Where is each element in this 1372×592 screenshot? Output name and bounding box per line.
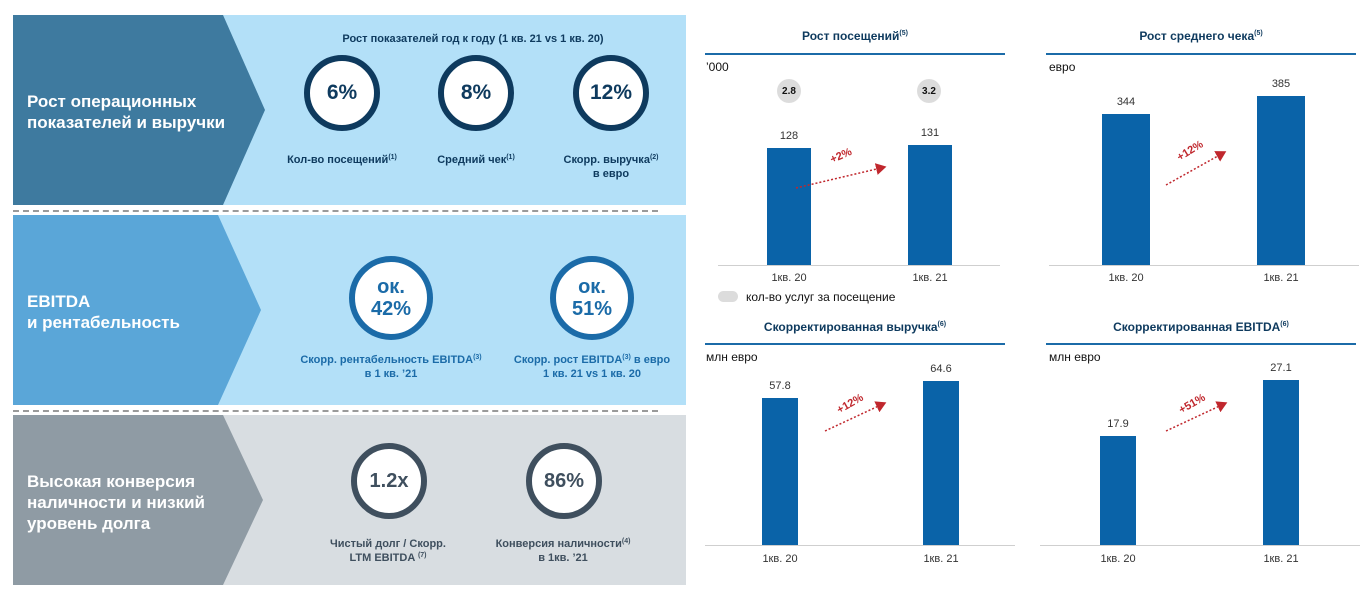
kpi-cash-conversion-circle: 86% bbox=[526, 443, 602, 519]
row-divider bbox=[13, 410, 658, 412]
chart-visits-baseline bbox=[718, 265, 1000, 266]
kpi-ebitda-growth-approx: ок. bbox=[578, 276, 606, 298]
row-divider bbox=[13, 210, 658, 212]
row-operational-growth-background bbox=[13, 15, 686, 205]
chart-avg-check-bar-q1-20 bbox=[1102, 114, 1150, 265]
kpi-ebitda-growth-caption: Скорр. рост EBITDA(3) в евро 1 кв. 21 vs … bbox=[513, 354, 671, 380]
row-operational-growth-title: Рост операционных показателей и выручки bbox=[27, 92, 226, 132]
chart-ebitda-bar-q1-20 bbox=[1100, 436, 1136, 545]
chart-avg-check-growth-arrow bbox=[1165, 151, 1227, 186]
kpi-ebitda-margin-caption: Скорр. рентабельность EBITDA(3) в 1 кв. ’… bbox=[300, 354, 482, 380]
kpi-avg-check-caption: Средний чек(1) bbox=[437, 154, 515, 166]
kpi-cash-conversion-value: 86% bbox=[543, 469, 585, 492]
chart-ebitda-rule bbox=[1046, 343, 1356, 345]
kpi-revenue-circle: 12% bbox=[573, 55, 649, 131]
chart-visits-services-q1-20: 2.8 bbox=[777, 79, 801, 103]
chart-revenue-rule bbox=[705, 343, 1005, 345]
chart-revenue-label-q1-21: 64.6 bbox=[930, 363, 952, 375]
kpi-net-debt-value: 1.2x bbox=[369, 469, 409, 492]
kpi-visits-value: 6% bbox=[326, 81, 358, 104]
chart-revenue-bar-q1-20 bbox=[762, 398, 798, 545]
kpi-visits-caption: Кол-во посещений(1) bbox=[287, 154, 397, 166]
chart-visits-label-q1-21: 131 bbox=[920, 127, 940, 139]
chart-ebitda-growth-arrow bbox=[1165, 401, 1228, 432]
chart-ebitda-label-q1-21: 27.1 bbox=[1270, 362, 1292, 374]
chart-avg-check-unit: евро bbox=[1049, 60, 1076, 74]
chart-ebitda-baseline bbox=[1040, 545, 1360, 546]
chart-avg-check-title: Рост среднего чека(5) bbox=[1139, 29, 1263, 43]
row-operational-growth: Рост операционных показателей и выручки … bbox=[13, 15, 686, 205]
chart-visits-rule bbox=[705, 53, 1005, 55]
chart-avg-check-bar-q1-21 bbox=[1257, 96, 1305, 265]
chart-visits-xlabel-q1-21: 1кв. 21 bbox=[912, 272, 948, 284]
chart-visits-services-q1-21: 3.2 bbox=[917, 79, 941, 103]
kpi-ebitda-margin-value: 42% bbox=[370, 298, 412, 320]
chart-ebitda-xlabel-q1-20: 1кв. 20 bbox=[1100, 553, 1136, 565]
chart-avg-check-baseline bbox=[1049, 265, 1359, 266]
chart-ebitda-title: Скорректированная EBITDA(6) bbox=[1113, 320, 1289, 334]
row-cash-conversion-title: Высокая конверсия наличности и низкий ур… bbox=[27, 472, 205, 533]
row-ebitda-title: EBITDA и рентабельность bbox=[27, 292, 180, 332]
chart-avg-check-label-q1-20: 344 bbox=[1116, 96, 1136, 108]
kpi-avg-check-circle: 8% bbox=[438, 55, 514, 131]
chart-revenue-xlabel-q1-20: 1кв. 20 bbox=[762, 553, 798, 565]
kpi-net-debt-caption: Чистый долг / Скорр. LTM EBITDA (7) bbox=[330, 538, 446, 564]
kpi-avg-check-value: 8% bbox=[460, 81, 492, 104]
chart-avg-check-xlabel-q1-21: 1кв. 21 bbox=[1263, 272, 1299, 284]
kpi-ebitda-growth-value: 51% bbox=[571, 298, 613, 320]
chart-ebitda-bar-q1-21 bbox=[1263, 380, 1299, 545]
chart-revenue-label-q1-20: 57.8 bbox=[769, 380, 791, 392]
kpi-subtitle: Рост показателей год к году (1 кв. 21 vs… bbox=[342, 33, 604, 45]
chart-avg-check-rule bbox=[1046, 53, 1356, 55]
row-ebitda-background bbox=[13, 215, 686, 405]
chart-revenue-title: Скорректированная выручка(6) bbox=[763, 320, 947, 334]
chart-visits-xlabel-q1-20: 1кв. 20 bbox=[771, 272, 807, 284]
kpi-ebitda-margin-circle: ок. 42% bbox=[349, 256, 433, 340]
chart-revenue-baseline bbox=[705, 545, 1015, 546]
chart-visits-unit: ’000 bbox=[706, 60, 729, 74]
chart-avg-check-xlabel-q1-20: 1кв. 20 bbox=[1108, 272, 1144, 284]
chart-revenue-bar-q1-21 bbox=[923, 381, 959, 545]
chart-avg-check-label-q1-21: 385 bbox=[1271, 78, 1291, 90]
chart-visits-legend-label: кол-во услуг за посещение bbox=[746, 290, 896, 304]
chart-visits-label-q1-20: 128 bbox=[779, 130, 799, 142]
chart-visits-growth-arrow bbox=[795, 163, 887, 189]
chart-revenue-unit: млн евро bbox=[706, 350, 758, 364]
chart-revenue-growth-arrow bbox=[824, 401, 887, 432]
kpi-ebitda-growth-circle: ок. 51% bbox=[550, 256, 634, 340]
kpi-net-debt-circle: 1.2x bbox=[351, 443, 427, 519]
chart-visits-title: Рост посещений(5) bbox=[802, 29, 908, 43]
kpi-cash-conversion-caption: Конверсия наличности(4) в 1кв. ’21 bbox=[495, 538, 631, 564]
chart-ebitda-xlabel-q1-21: 1кв. 21 bbox=[1263, 553, 1299, 565]
kpi-revenue-caption: Скорр. выручка(2) в евро bbox=[563, 154, 659, 180]
kpi-revenue-value: 12% bbox=[589, 81, 633, 104]
chart-visits-bar-q1-20 bbox=[767, 148, 811, 265]
kpi-ebitda-margin-approx: ок. bbox=[377, 276, 405, 298]
chart-ebitda-unit: млн евро bbox=[1049, 350, 1101, 364]
row-ebitda: EBITDA и рентабельность ок. 42% Скорр. р… bbox=[13, 215, 686, 405]
chart-visits-legend-swatch bbox=[718, 291, 738, 302]
chart-ebitda-label-q1-20: 17.9 bbox=[1107, 418, 1129, 430]
chart-revenue-xlabel-q1-21: 1кв. 21 bbox=[923, 553, 959, 565]
chart-visits-bar-q1-21 bbox=[908, 145, 952, 265]
row-cash-conversion: Высокая конверсия наличности и низкий ур… bbox=[13, 415, 686, 585]
kpi-visits-circle: 6% bbox=[304, 55, 380, 131]
